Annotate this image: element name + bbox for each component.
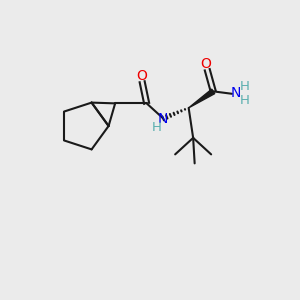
Text: H: H: [239, 94, 249, 107]
Text: O: O: [137, 69, 148, 83]
Text: H: H: [152, 121, 161, 134]
Polygon shape: [189, 89, 215, 108]
Text: H: H: [239, 80, 249, 93]
Text: N: N: [158, 112, 168, 126]
Text: O: O: [200, 57, 211, 71]
Text: N: N: [231, 86, 241, 100]
